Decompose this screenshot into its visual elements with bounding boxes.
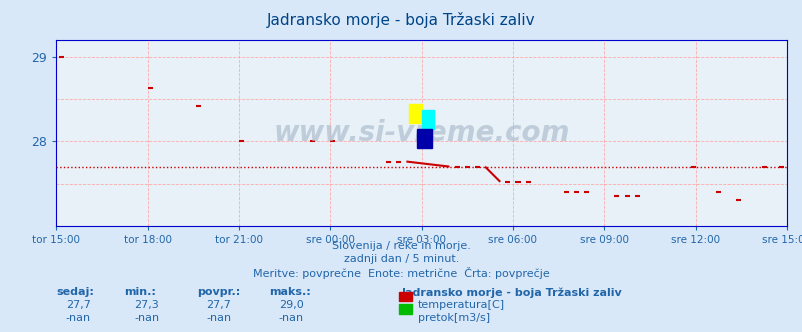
Text: povpr.:: povpr.: [196, 287, 240, 297]
Text: -nan: -nan [206, 313, 231, 323]
Bar [408, 104, 421, 123]
Bar [421, 110, 434, 128]
Text: maks.:: maks.: [269, 287, 310, 297]
Text: -nan: -nan [66, 313, 91, 323]
Text: temperatura[C]: temperatura[C] [417, 300, 504, 310]
Text: pretok[m3/s]: pretok[m3/s] [417, 313, 489, 323]
Bar [416, 129, 431, 148]
Text: Meritve: povprečne  Enote: metrične  Črta: povprečje: Meritve: povprečne Enote: metrične Črta:… [253, 267, 549, 279]
Text: Jadransko morje - boja Tržaski zaliv: Jadransko morje - boja Tržaski zaliv [401, 287, 622, 298]
Text: -nan: -nan [278, 313, 303, 323]
Text: www.si-vreme.com: www.si-vreme.com [273, 119, 569, 147]
Text: Jadransko morje - boja Tržaski zaliv: Jadransko morje - boja Tržaski zaliv [267, 12, 535, 28]
Text: zadnji dan / 5 minut.: zadnji dan / 5 minut. [343, 254, 459, 264]
Text: -nan: -nan [134, 313, 159, 323]
Text: min.:: min.: [124, 287, 156, 297]
Text: 27,7: 27,7 [206, 300, 231, 310]
Text: 27,3: 27,3 [134, 300, 159, 310]
Text: Slovenija / reke in morje.: Slovenija / reke in morje. [332, 241, 470, 251]
Text: 27,7: 27,7 [66, 300, 91, 310]
Text: 29,0: 29,0 [278, 300, 303, 310]
Text: sedaj:: sedaj: [56, 287, 94, 297]
